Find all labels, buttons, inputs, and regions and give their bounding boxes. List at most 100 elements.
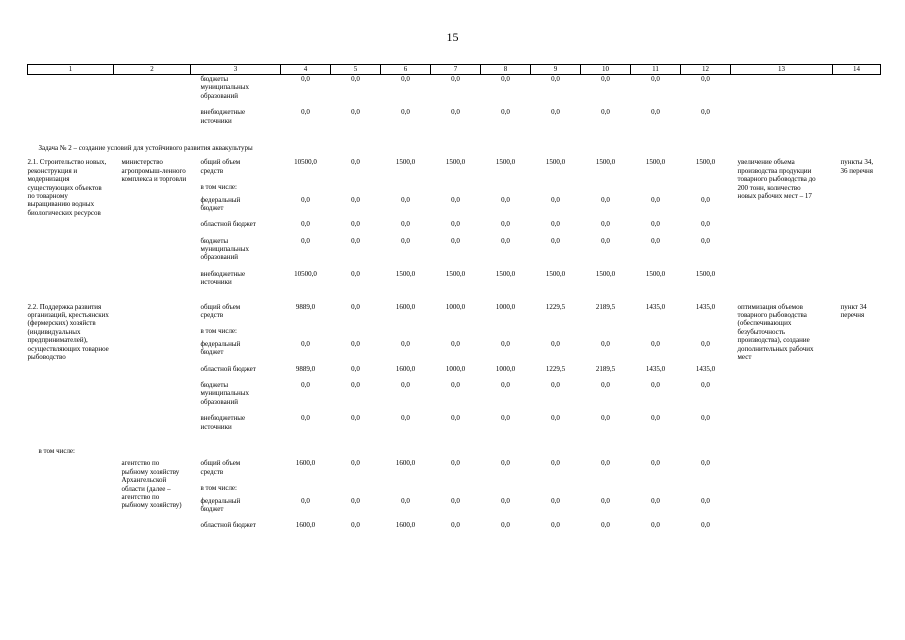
cell-amount [531,183,581,195]
cell-amount: 0,0 [601,496,610,505]
column-number-cell: 5 [330,64,381,75]
table-row: бюджеты муниципальных образований 0,0 0,0 0… [28,237,881,270]
column-number-cell: 11 [630,64,681,75]
cell-amount [581,484,631,496]
cell-amount: 0,0 [401,195,410,204]
cell-activity [28,75,114,109]
empty-cell [114,447,881,459]
cell-amount: 0,0 [601,75,610,83]
cell-amount: 2189,5 [595,364,616,373]
cell-amount [381,327,431,339]
cell-amount: 1500,0 [545,269,566,278]
cell-amount: 1600,0 [295,521,316,530]
cell-amount: 0,0 [351,380,360,389]
cell-amount: 0,0 [551,414,560,423]
table-row: бюджеты муниципальных образований 0,0 0,0 0… [28,381,881,414]
cell-amount: 0,0 [551,521,560,530]
cell-amount: 0,0 [601,236,610,245]
cell-amount: 0,0 [601,414,610,423]
column-number-cell: 4 [280,64,331,75]
cell-amount: 1500,0 [395,158,416,167]
cell-executor: агентство по рыбному хозяйству Архангель… [121,459,182,510]
cell-amount: 0,0 [451,339,460,348]
cell-amount: 1500,0 [395,269,416,278]
cell-amount: 0,0 [651,339,660,348]
cell-amount: 1000,0 [495,302,516,311]
cell-activity [28,108,114,141]
cell-amount: 1435,0 [645,364,666,373]
cell-activity: 2.1. Строительство новых, реконструкция … [27,158,107,217]
table-row: внебюджетные источники 10500,0 0,0 1500,0 15… [28,270,881,303]
cell-amount: 0,0 [701,459,710,468]
cell-amount: 0,0 [301,220,310,229]
cell-result [731,75,833,109]
cell-amount: 0,0 [301,339,310,348]
cell-amount: 0,0 [501,220,510,229]
cell-amount: 0,0 [501,339,510,348]
cell-amount [331,183,381,195]
cell-amount: 1229,5 [545,364,566,373]
cell-amount: 1500,0 [445,269,466,278]
cell-amount: 0,0 [351,364,360,373]
cell-amount: 0,0 [401,220,410,229]
cell-amount: 1500,0 [545,158,566,167]
cell-amount: 0,0 [301,236,310,245]
cell-amount [331,484,381,496]
table-row: внебюджетные источники 0,0 0,0 0,0 0,0 0,0 0,0… [28,108,881,141]
cell-amount: 1000,0 [445,364,466,373]
cell-amount: 0,0 [601,195,610,204]
table-header: 1 2 3 4 5 6 7 8 9 10 11 12 13 14 [27,64,881,75]
cell-amount: 1000,0 [445,302,466,311]
table-row: в том числе: [28,484,881,496]
cell-amount: 0,0 [601,459,610,468]
cell-amount [681,484,731,496]
cell-amount: 0,0 [451,414,460,423]
cell-amount: 1600,0 [395,521,416,530]
cell-perechen-item [833,459,881,537]
cell-amount [631,183,681,195]
cell-amount: 0,0 [451,236,460,245]
cell-amount: 0,0 [701,220,710,229]
cell-amount: 0,0 [501,414,510,423]
table-row: 2.1. Строительство новых, реконструкция … [28,158,881,216]
cell-amount: 0,0 [401,380,410,389]
cell-funding-source: федеральный бюджет [200,339,241,357]
cell-amount [281,484,331,496]
cell-amount: 1435,0 [695,364,716,373]
cell-amount: 0,0 [601,108,610,117]
cell-amount: 0,0 [351,459,360,468]
cell-amount: 0,0 [351,220,360,229]
cell-amount: 10500,0 [294,269,317,278]
table-row: в том числе: [28,327,881,339]
cell-amount [631,484,681,496]
cell-funding-source: общий объем средств [200,459,241,476]
cell-perechen-item: пункт 34 перечня [840,302,867,320]
table-header-row: 1 2 3 4 5 6 7 8 9 10 11 12 13 14 [27,64,881,75]
cell-amount: 0,0 [301,496,310,505]
cell-amount: 0,0 [351,108,360,117]
cell-amount: 0,0 [701,108,710,117]
cell-amount: 0,0 [351,496,360,505]
cell-amount [481,484,531,496]
cell-result: оптимизация объемов товарного рыбоводств… [737,302,814,361]
cell-funding-source: общий объем средств [200,302,241,320]
table-row: федеральный бюджет 0,0 0,0 0,0 0,0 0,0 0,0 0,0 0… [28,497,881,522]
cell-amount: 0,0 [551,380,560,389]
cell-amount: 0,0 [351,414,360,423]
cell-funding-source: федеральный бюджет [200,195,241,212]
table-row: в том числе: [28,447,881,459]
cell-amount: 1229,5 [545,302,566,311]
column-number-cell: 12 [680,64,731,75]
cell-amount: 1500,0 [595,269,616,278]
cell-amount: 0,0 [501,108,510,117]
cell-funding-source: бюджеты муниципальных образований [200,236,249,262]
column-number-cell: 14 [832,64,881,75]
cell-amount: 0,0 [301,380,310,389]
cell-perechen-item [833,75,881,109]
cell-amount: 0,0 [451,195,460,204]
table-row: 2.2. Поддержка развития организаций, кре… [28,302,881,361]
cell-amount: 0,0 [401,414,410,423]
cell-amount: 0,0 [651,414,660,423]
document-page: 15 1 2 3 4 5 6 7 8 9 10 11 12 13 14 бюджеты муниципал… [27,30,881,537]
cell-amount: 1500,0 [695,158,716,167]
